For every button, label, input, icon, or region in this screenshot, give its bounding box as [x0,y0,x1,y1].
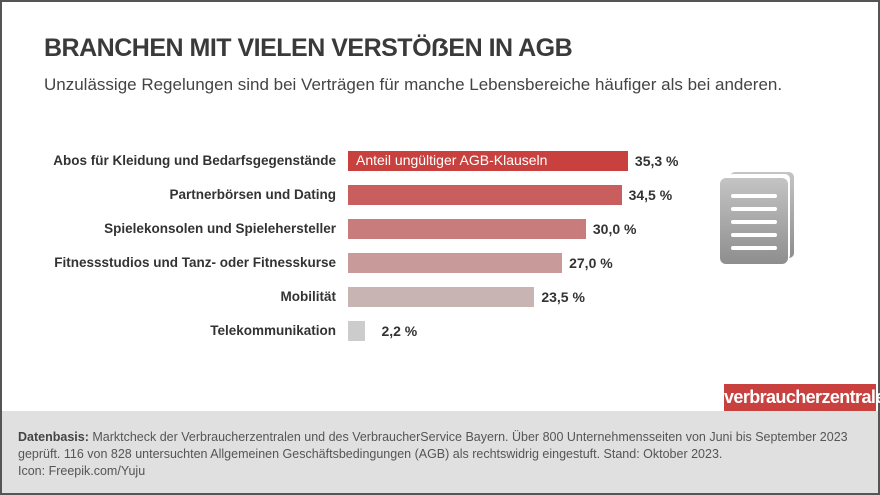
category-label: Mobilität [280,289,337,304]
value-label: 34,5 % [628,187,673,203]
footer: Datenbasis: Marktcheck der Verbraucherze… [2,411,878,493]
category-label: Abos für Kleidung und Bedarfsgegenstände [53,153,336,168]
bar [348,321,366,341]
value-label: 30,0 % [592,221,637,237]
source-text: Marktcheck der Verbraucherzentralen und … [18,430,848,461]
value-label: 23,5 % [541,289,585,305]
page-title: BRANCHEN MIT VIELEN VERSTÖẞEN IN AGB [44,34,573,62]
bar [348,185,622,205]
value-label: 35,3 % [634,153,679,169]
document-stack-icon [720,172,794,264]
bar [348,219,586,239]
value-label: 27,0 % [569,255,613,271]
icon-credit: Icon: Freepik.com/Yuju [18,464,146,478]
value-label: 2,2 % [381,323,418,339]
category-label: Telekommunikation [210,323,336,338]
bar [348,151,628,171]
category-label: Spielekonsolen und Spielehersteller [104,221,336,236]
subtitle: Unzulässige Regelungen sind bei Verträge… [44,75,783,94]
legend-label: Anteil ungültiger AGB-Klauseln [356,152,548,168]
bar [348,253,563,273]
source-note: Datenbasis: Marktcheck der Verbraucherze… [18,429,868,480]
category-label: Partnerbörsen und Dating [169,187,336,202]
bar [348,287,535,307]
source-label: Datenbasis: [18,430,89,444]
verbraucherzentrale-logo: verbraucherzentrale [724,384,880,411]
category-label: Fitnessstudios und Tanz- oder Fitnesskur… [54,255,336,270]
